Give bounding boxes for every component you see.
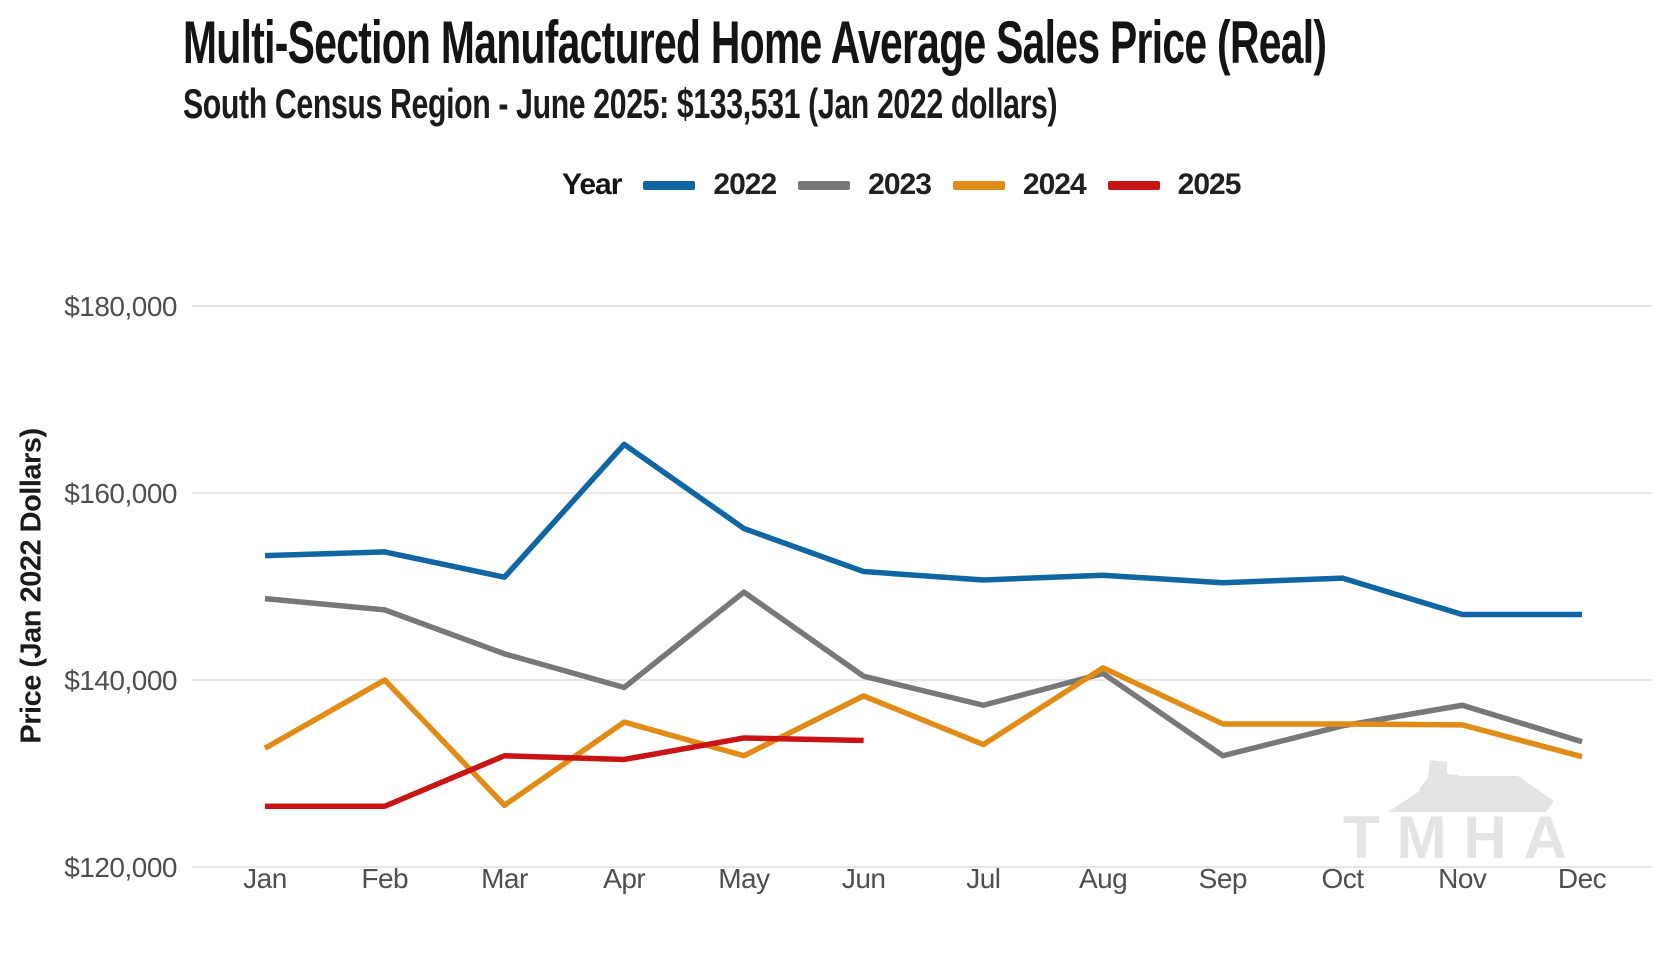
legend-swatch-2022 <box>643 180 696 190</box>
legend-label-2024: 2024 <box>1022 168 1087 201</box>
series-line-2024 <box>263 665 1583 809</box>
x-tick-label: Aug <box>1079 863 1127 894</box>
legend-label-2025: 2025 <box>1177 168 1242 201</box>
y-tick-label: $160,000 <box>64 478 177 509</box>
series-lines <box>263 441 1583 809</box>
x-tick-label: May <box>718 863 770 894</box>
legend-swatch-2023 <box>798 180 851 190</box>
x-axis-tick-labels: Jan Feb Mar Apr May Jun Jul Aug Sep Oct Nov Dec <box>243 863 1607 894</box>
gridlines <box>192 305 1652 868</box>
legend-item-2024: 2024 <box>952 168 1087 202</box>
y-tick-label: $140,000 <box>64 665 177 696</box>
tmha-watermark: TMHA <box>1343 760 1571 871</box>
y-tick-label: $180,000 <box>64 291 177 322</box>
legend-title: Year <box>562 168 622 201</box>
x-tick-label: Dec <box>1558 863 1607 894</box>
x-tick-label: Feb <box>361 863 408 894</box>
x-tick-label: Jun <box>842 863 886 894</box>
x-tick-label: Jan <box>243 863 287 894</box>
legend-item-2022: 2022 <box>643 168 777 202</box>
x-tick-label: Sep <box>1199 863 1247 894</box>
legend-swatch-2025 <box>1107 180 1160 190</box>
legend-label-2023: 2023 <box>868 168 932 201</box>
series-line-2025 <box>265 735 864 809</box>
y-axis-tick-labels: $180,000 $160,000 $140,000 $120,000 <box>64 291 177 883</box>
legend-item-2023: 2023 <box>798 168 932 202</box>
legend-item-2025: 2025 <box>1107 168 1242 202</box>
y-tick-label: $120,000 <box>64 852 177 883</box>
y-axis-title: Price (Jan 2022 Dollars) <box>15 428 48 744</box>
chart-title: Multi-Section Manufactured Home Average … <box>183 9 1327 76</box>
series-line-2022 <box>264 441 1583 618</box>
chart-subtitle: South Census Region - June 2025: $133,53… <box>183 80 1058 127</box>
watermark-text: TMHA <box>1343 804 1571 871</box>
x-tick-label: Apr <box>603 863 645 894</box>
legend-label-2022: 2022 <box>713 168 777 201</box>
legend-swatch-2024 <box>952 180 1005 190</box>
x-tick-label: Jul <box>966 863 1000 894</box>
series-line-2023 <box>264 589 1583 759</box>
watermark-texas-shape <box>1419 760 1463 810</box>
x-tick-label: Nov <box>1438 863 1487 894</box>
x-tick-label: Oct <box>1322 863 1365 894</box>
legend: Year 2022 2023 2024 2025 <box>562 168 1242 202</box>
x-tick-label: Mar <box>481 863 528 894</box>
